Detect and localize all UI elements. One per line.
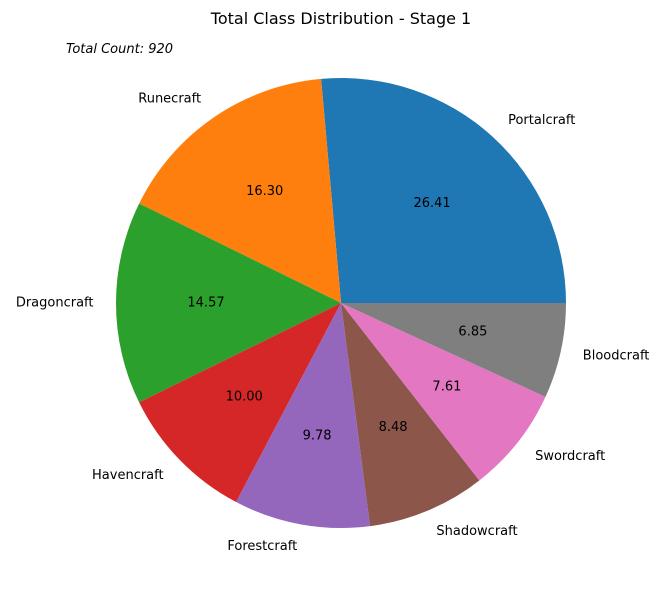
slice-label-forestcraft: Forestcraft xyxy=(227,539,297,554)
slice-value-forestcraft: 9.78 xyxy=(303,428,332,443)
pie-slice-shadowcraft xyxy=(341,303,480,527)
slice-value-dragoncraft: 14.57 xyxy=(187,296,224,311)
chart-title: Total Class Distribution - Stage 1 xyxy=(210,9,471,28)
slice-value-runecraft: 16.30 xyxy=(246,184,283,199)
total-count-annotation: Total Count: 920 xyxy=(66,42,173,57)
slice-value-swordcraft: 7.61 xyxy=(432,379,461,394)
pie-slice-runecraft xyxy=(139,78,341,303)
slice-label-havencraft: Havencraft xyxy=(92,468,164,483)
pie-slice-forestcraft xyxy=(236,303,371,529)
pie-slice-dragoncraft xyxy=(115,203,341,403)
slice-label-shadowcraft: Shadowcraft xyxy=(436,524,517,539)
pie-slice-portalcraft xyxy=(321,77,566,304)
slice-label-swordcraft: Swordcraft xyxy=(535,449,605,464)
slice-label-dragoncraft: Dragoncraft xyxy=(16,295,94,310)
pie-slice-havencraft xyxy=(139,303,341,503)
slice-value-portalcraft: 26.41 xyxy=(413,196,450,211)
slice-label-bloodcraft: Bloodcraft xyxy=(583,348,650,363)
slice-value-shadowcraft: 8.48 xyxy=(379,420,408,435)
pie-labels: Portalcraft 26.41 Runecraft 16.30 Dragoncraf… xyxy=(16,91,650,554)
slice-label-runecraft: Runecraft xyxy=(138,91,201,106)
slice-label-portalcraft: Portalcraft xyxy=(508,113,575,128)
slice-value-bloodcraft: 6.85 xyxy=(458,324,487,339)
slice-value-havencraft: 10.00 xyxy=(226,390,263,405)
pie-slice-swordcraft xyxy=(341,303,546,481)
pie-slice-bloodcraft xyxy=(341,303,566,397)
pie-slices xyxy=(115,77,566,529)
